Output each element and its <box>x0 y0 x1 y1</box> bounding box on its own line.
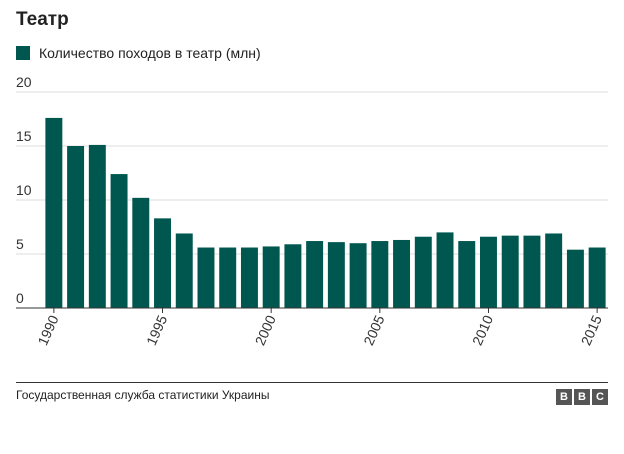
bar <box>566 249 584 308</box>
chart-title: Театр <box>16 9 69 30</box>
bar <box>110 174 128 308</box>
bar <box>175 233 193 308</box>
legend: Количество походов в театр (млн) <box>16 45 261 61</box>
source-text: Государственная служба статистики Украин… <box>16 388 270 402</box>
x-tick-label: 2015 <box>578 313 605 348</box>
bar-chart: 0 5 10 15 20 1990 1995 2000 2005 2010 2015 <box>16 74 608 348</box>
y-tick-label: 15 <box>16 128 32 144</box>
y-tick-label: 10 <box>16 182 32 198</box>
legend-swatch <box>16 46 30 60</box>
y-tick-label: 0 <box>16 290 24 306</box>
bar <box>45 117 63 308</box>
bbc-logo-letter: B <box>574 389 590 405</box>
bar <box>545 233 563 308</box>
bar <box>197 247 215 308</box>
bar <box>219 247 237 308</box>
x-tick-label: 2000 <box>252 313 279 348</box>
bbc-logo: B B C <box>556 389 608 405</box>
x-tick-label: 2005 <box>360 313 387 348</box>
y-tick-label: 20 <box>16 74 32 90</box>
bar <box>458 241 476 308</box>
legend-label: Количество походов в театр (млн) <box>39 45 261 61</box>
bar <box>88 144 106 308</box>
bar <box>523 235 541 308</box>
bar <box>262 246 280 308</box>
bar <box>284 244 302 308</box>
x-tick-label: 1990 <box>34 313 61 348</box>
y-tick-label: 5 <box>16 236 24 252</box>
footer-divider <box>16 382 608 383</box>
bar <box>393 239 411 308</box>
bar <box>480 236 497 308</box>
bar <box>349 243 367 308</box>
bbc-logo-letter: B <box>556 389 572 405</box>
bar <box>501 235 519 308</box>
bar <box>154 218 171 308</box>
bar <box>327 242 345 308</box>
x-tick-label: 1995 <box>143 313 170 348</box>
bar <box>67 146 85 308</box>
bbc-logo-letter: C <box>592 389 608 405</box>
bar <box>414 236 432 308</box>
bar <box>132 197 150 308</box>
x-tick-label: 2010 <box>469 313 496 348</box>
bar <box>240 247 258 308</box>
bar <box>588 247 606 308</box>
bar <box>306 241 324 308</box>
bar <box>371 241 389 308</box>
bar <box>436 232 454 308</box>
